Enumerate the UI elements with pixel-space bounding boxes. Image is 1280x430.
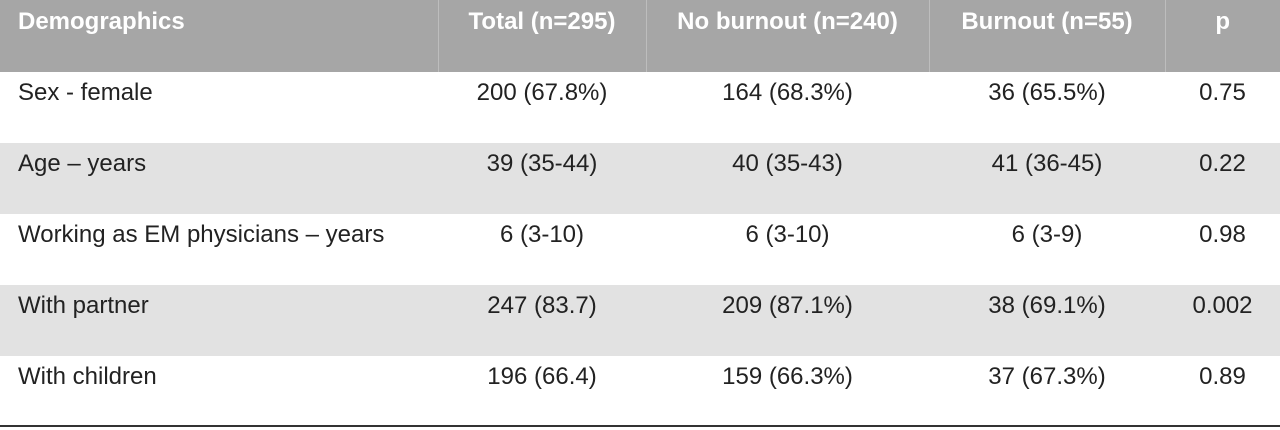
header-total: Total (n=295) <box>438 0 647 72</box>
row-label: With children <box>18 363 157 390</box>
header-burnout: Burnout (n=55) <box>929 0 1166 72</box>
row-label: Working as EM physicians – years <box>18 221 385 248</box>
cell-p: 0.002 <box>1165 285 1280 356</box>
cell-burnout: 6 (3-9) <box>1011 221 1083 248</box>
cell-p: 0.89 <box>1199 363 1246 390</box>
row-label: Age – years <box>0 143 438 214</box>
cell-total: 196 (66.4) <box>487 363 597 390</box>
cell-no-burnout: 40 (35-43) <box>646 143 929 214</box>
cell-burnout: 37 (67.3%) <box>988 363 1106 390</box>
cell-total: 247 (83.7) <box>438 285 646 356</box>
cell-no-burnout: 6 (3-10) <box>745 221 830 248</box>
table-row: With partner 247 (83.7) 209 (87.1%) 38 (… <box>0 285 1280 356</box>
table-row: Age – years 39 (35-44) 40 (35-43) 41 (36… <box>0 143 1280 214</box>
cell-total: 200 (67.8%) <box>476 79 608 106</box>
header-demographics: Demographics <box>0 0 439 72</box>
row-label: Sex - female <box>18 79 153 106</box>
row-label: With partner <box>0 285 438 356</box>
cell-p: 0.75 <box>1199 79 1246 106</box>
cell-p: 0.22 <box>1165 143 1280 214</box>
header-no-burnout: No burnout (n=240) <box>646 0 930 72</box>
table-row: Working as EM physicians – years 6 (3-10… <box>0 214 1280 285</box>
cell-burnout: 36 (65.5%) <box>988 79 1106 106</box>
cell-total: 39 (35-44) <box>438 143 646 214</box>
cell-no-burnout: 209 (87.1%) <box>646 285 929 356</box>
table-body: Sex - female 200 (67.8%) 164 (68.3%) 36 … <box>0 72 1280 428</box>
cell-burnout: 41 (36-45) <box>929 143 1165 214</box>
cell-burnout: 38 (69.1%) <box>929 285 1165 356</box>
cell-no-burnout: 164 (68.3%) <box>722 79 853 106</box>
table-row: With children 196 (66.4) 159 (66.3%) 37 … <box>0 356 1280 428</box>
header-row: Demographics Total (n=295) No burnout (n… <box>0 0 1280 72</box>
cell-no-burnout: 159 (66.3%) <box>722 363 853 390</box>
table-row: Sex - female 200 (67.8%) 164 (68.3%) 36 … <box>0 72 1280 143</box>
header-p: p <box>1165 0 1280 72</box>
cell-p: 0.98 <box>1199 221 1246 248</box>
table-bottom-rule <box>0 425 1280 427</box>
table-header: Demographics Total (n=295) No burnout (n… <box>0 0 1280 72</box>
cell-total: 6 (3-10) <box>499 221 585 248</box>
